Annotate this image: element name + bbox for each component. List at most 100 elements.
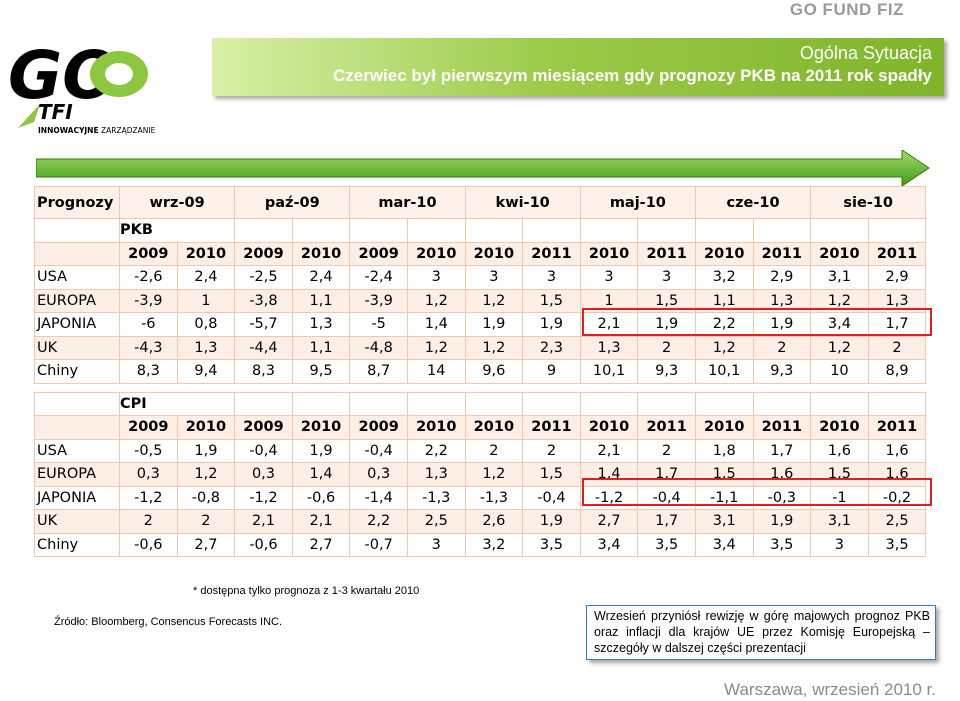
value-cell: 1,3: [579, 335, 639, 360]
year-header: 2011: [637, 415, 696, 440]
year-header: 2010: [810, 415, 869, 440]
value-cell: 3,1: [694, 509, 754, 534]
value-cell: -0,3: [752, 485, 812, 510]
value-cell: 0,3: [234, 462, 293, 487]
period-header: wrz-09: [118, 186, 236, 219]
value-cell: 3: [406, 265, 466, 290]
value-cell: 1,9: [291, 438, 351, 463]
value-cell: 2,7: [579, 509, 639, 534]
value-cell: 1,6: [752, 462, 812, 487]
empty-cell: [637, 218, 696, 243]
value-cell: 1,3: [752, 288, 812, 313]
year-header: 2010: [579, 415, 639, 440]
table-row: USA -0,5 1,9 -0,4 1,9 -0,4 2,2 2 2 2,1 2 1,8 1,7 1,6 1…: [34, 438, 927, 463]
value-cell: -1,3: [464, 485, 524, 510]
value-cell: 1,9: [522, 312, 581, 337]
value-cell: 1,9: [752, 509, 812, 534]
value-cell: 3,4: [579, 532, 639, 557]
value-cell: 2,4: [176, 265, 236, 290]
country-label: USA: [34, 438, 120, 463]
section-label: CPI: [118, 391, 236, 416]
empty-cell: [810, 391, 869, 416]
logo-tagline: INNOWACYJNE ZARZĄDZANIE: [38, 126, 156, 135]
value-cell: 3,2: [464, 532, 524, 557]
value-cell: 1: [579, 288, 639, 313]
empty-cell: [579, 218, 639, 243]
empty-cell: [234, 391, 293, 416]
year-header: 2009: [234, 241, 293, 266]
empty-cell: [867, 218, 927, 243]
value-cell: 1,2: [464, 288, 524, 313]
value-cell: 10: [810, 359, 869, 384]
value-cell: 0,3: [349, 462, 408, 487]
value-cell: 3: [637, 265, 696, 290]
value-cell: 1,3: [867, 288, 927, 313]
value-cell: 9,4: [176, 359, 236, 384]
table-row: EUROPA 0,3 1,2 0,3 1,4 0,3 1,3 1,2 1,5 1,4 1,7 1,5 1…: [34, 462, 927, 487]
value-cell: 2,2: [406, 438, 466, 463]
year-header: 2010: [579, 241, 639, 266]
value-cell: -1: [810, 485, 869, 510]
value-cell: 1,5: [694, 462, 754, 487]
value-cell: 3,5: [637, 532, 696, 557]
value-cell: -3,9: [349, 288, 408, 313]
value-cell: 2: [752, 335, 812, 360]
value-cell: 1,2: [464, 335, 524, 360]
commentary-box: Wrzesień przyniósł rewizję w górę majowy…: [586, 605, 936, 660]
value-cell: 1,9: [176, 438, 236, 463]
value-cell: 1,7: [867, 312, 927, 337]
value-cell: -0,6: [291, 485, 351, 510]
value-cell: -5: [349, 312, 408, 337]
value-cell: -4,3: [119, 335, 178, 360]
value-cell: 9,3: [752, 359, 812, 384]
value-cell: 2,5: [406, 509, 466, 534]
value-cell: 3: [522, 265, 581, 290]
value-cell: 8,9: [867, 359, 927, 384]
table-row: JAPONIA -1,2 -0,8 -1,2 -0,6 -1,4 -1,3 -1,3 -0,4-…: [34, 485, 927, 510]
empty-cell: [34, 391, 120, 416]
empty-cell: [349, 218, 408, 243]
value-cell: -3,8: [234, 288, 293, 313]
value-cell: 2: [176, 509, 236, 534]
empty-cell: [522, 391, 581, 416]
period-header: mar-10: [349, 186, 466, 219]
value-cell: 1,9: [752, 312, 812, 337]
value-cell: 1,1: [694, 288, 754, 313]
value-cell: 10,1: [579, 359, 639, 384]
value-cell: 2: [867, 335, 927, 360]
value-cell: 3,4: [694, 532, 754, 557]
value-cell: 3: [464, 265, 524, 290]
table-row: UK 2 2 2,1 2,1 2,2 2,5 2,6 1,9 2,7 1,7 3,1 1,9 3,1 2,5: [34, 509, 927, 534]
period-header: sie-10: [810, 186, 927, 219]
year-header-row: 2009 2010 2009 2010 2009 2010 2010 2011 2010 2011…: [34, 241, 927, 266]
go-tfi-logo: GO TFI INNOWACYJNE ZARZĄDZANIE: [8, 37, 156, 135]
value-cell: 3,5: [867, 532, 927, 557]
value-cell: 2,3: [522, 335, 581, 360]
empty-cell: [291, 391, 351, 416]
year-header: 2011: [752, 241, 812, 266]
value-cell: -0,4: [522, 485, 581, 510]
value-cell: -1,2: [119, 485, 178, 510]
header-banner: Ogólna Sytuacja Czerwiec był pierwszym m…: [212, 38, 944, 96]
value-cell: 1,4: [579, 462, 639, 487]
value-cell: 2,6: [464, 509, 524, 534]
year-header: 2010: [176, 241, 236, 266]
empty-cell: [464, 218, 524, 243]
value-cell: 1,7: [637, 462, 696, 487]
table-row: JAPONIA -6 0,8 -5,7 1,3 -5 1,4 1,9 1,9 2,1 1,9 2,2 1…: [34, 312, 927, 337]
empty-cell: [810, 218, 869, 243]
source-note: Źródło: Bloomberg, Consencus Forecasts I…: [54, 616, 283, 628]
value-cell: 3,5: [522, 532, 581, 557]
year-header: 2011: [637, 241, 696, 266]
year-header: 2010: [406, 241, 466, 266]
value-cell: -0,4: [637, 485, 696, 510]
period-header: cze-10: [694, 186, 812, 219]
empty-cell: [637, 391, 696, 416]
value-cell: 1,3: [291, 312, 351, 337]
year-header: 2010: [291, 415, 351, 440]
year-header: 2009: [349, 415, 408, 440]
value-cell: 8,3: [119, 359, 178, 384]
value-cell: -4,4: [234, 335, 293, 360]
value-cell: 1,7: [752, 438, 812, 463]
year-header: 2010: [464, 415, 524, 440]
